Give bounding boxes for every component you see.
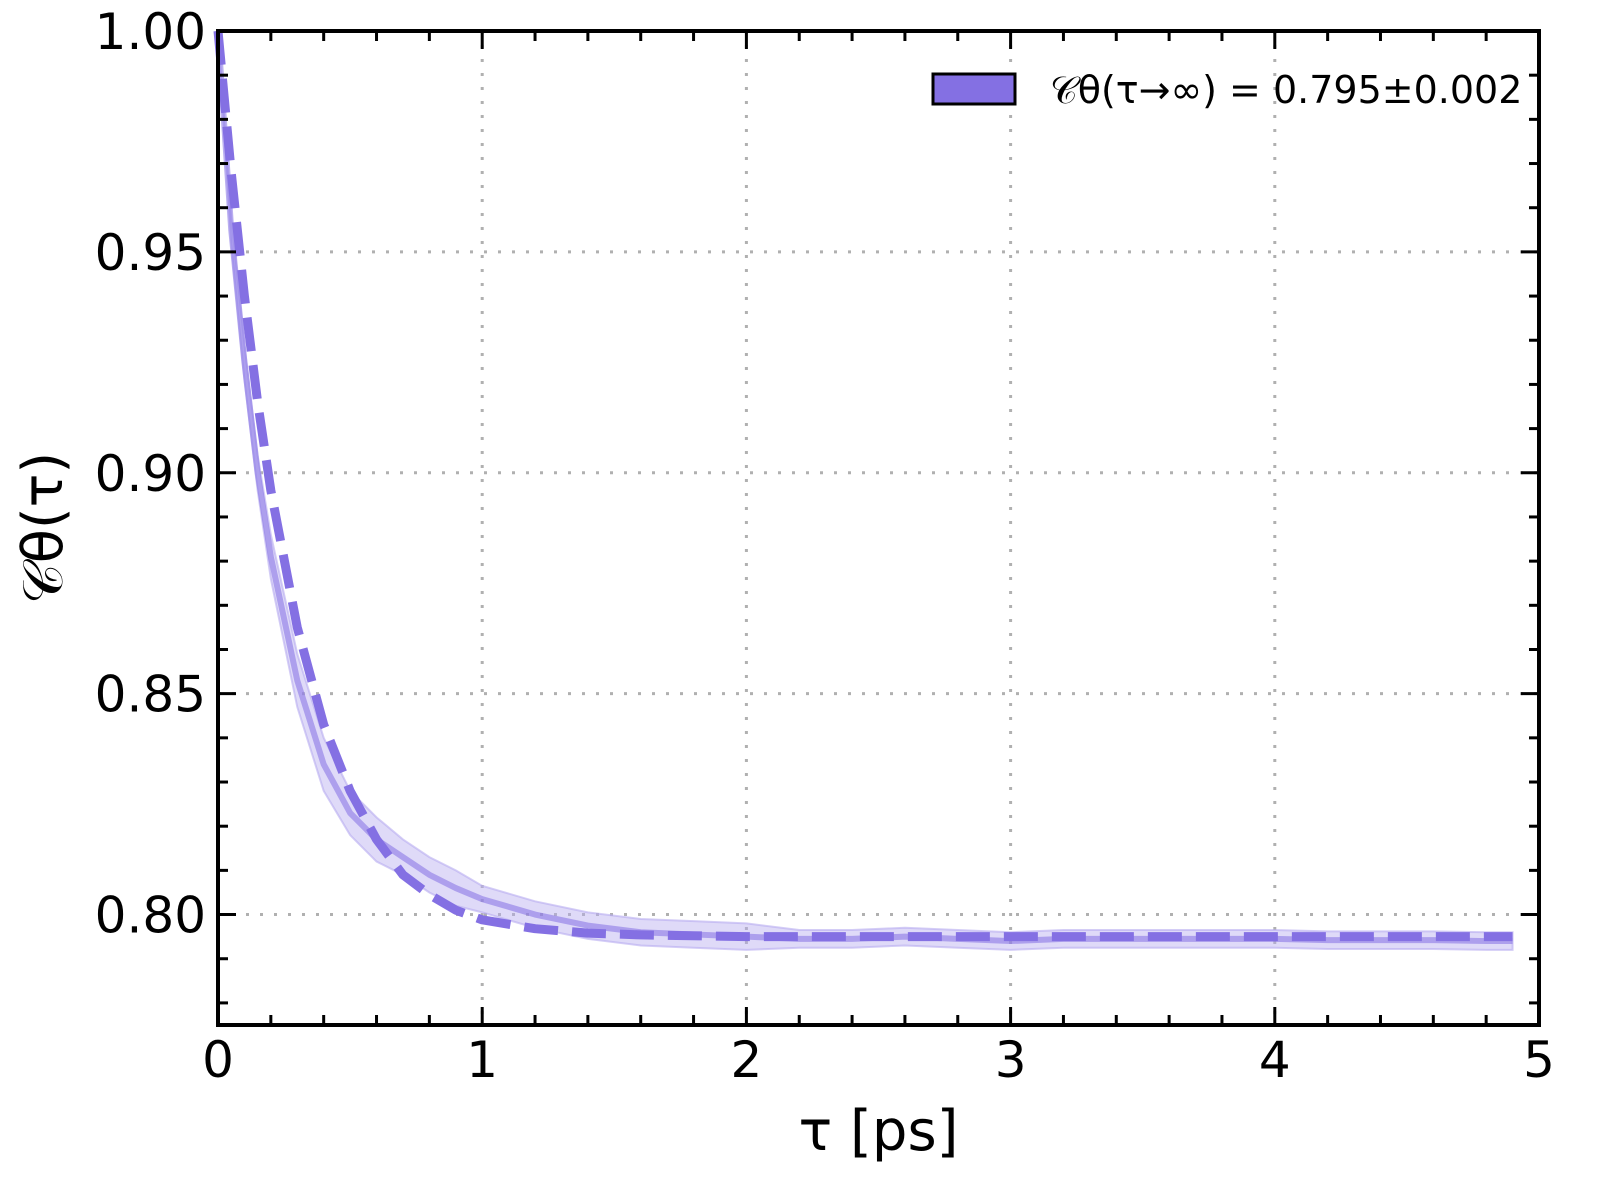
series-line-dashed [213,30,1513,942]
plot-frame [216,29,1541,1027]
y-tick-label: 1.00 [95,3,206,61]
legend-swatch [931,72,1017,106]
x-tick-label: 4 [1259,1031,1291,1089]
x-tick-label: 3 [995,1031,1027,1089]
y-tick-label: 0.80 [95,887,206,945]
y-tick-label: 0.90 [95,445,206,503]
y-tick-label: 0.85 [95,666,206,724]
tick-labels: 0 1 2 3 4 5 0.80 0.85 0.90 0.95 1.00 [95,3,1555,1089]
x-tick-label: 5 [1523,1031,1555,1089]
x-axis-title: τ [ps] [799,1099,959,1164]
y-axis-title: 𝒞θ(τ) [11,452,76,605]
grid [218,31,1539,1025]
x-tick-label: 1 [466,1031,498,1089]
legend-label: 𝒞θ(τ→∞) = 0.795±0.002 [1050,68,1522,112]
y-tick-label: 0.95 [95,224,206,282]
axis-ticks [216,29,1541,1025]
x-tick-label: 2 [730,1031,762,1089]
legend: 𝒞θ(τ→∞) = 0.795±0.002 [931,68,1522,112]
x-tick-label: 0 [202,1031,234,1089]
series-lines [213,30,1513,945]
